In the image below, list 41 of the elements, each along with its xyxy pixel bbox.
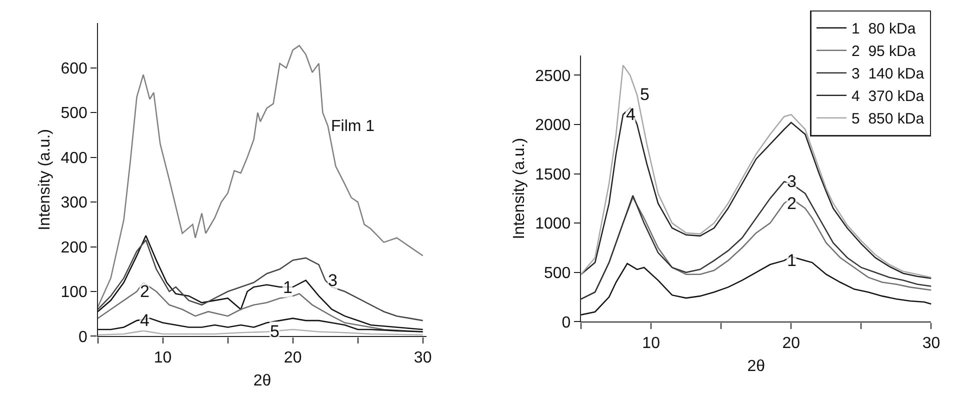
annotation: 5	[270, 322, 280, 341]
y-axis-title: Intensity (a.u.)	[510, 138, 528, 240]
y-tick-label: 1500	[535, 166, 571, 184]
y-axis-title: Intensity (a.u.)	[36, 129, 54, 230]
annotation: 1	[283, 278, 292, 297]
annotation: 1	[787, 251, 796, 270]
x-tick-label: 20	[284, 350, 302, 367]
annotation: 2	[140, 282, 150, 301]
x-tick-label: 30	[414, 350, 432, 367]
y-tick-label: 500	[544, 265, 571, 282]
legend-label: 3 140 kDa	[852, 66, 925, 83]
y-tick-label: 0	[562, 314, 571, 332]
annotation: 4	[626, 105, 636, 124]
line-series	[581, 256, 932, 316]
line-series	[98, 44, 424, 308]
x-axis-title: 2θ	[747, 358, 766, 375]
annotation: 4	[140, 311, 150, 330]
legend-label: 2 95 kDa	[852, 43, 916, 60]
annotation: 3	[787, 172, 796, 191]
x-tick-label: 10	[642, 335, 660, 352]
annotation: 3	[328, 271, 338, 290]
legend-label: 5 850 kDa	[852, 110, 925, 128]
y-tick-label: 2000	[535, 117, 571, 134]
y-tick-label: 0	[78, 328, 88, 346]
y-tick-label: 600	[60, 60, 88, 78]
x-tick-label: 10	[154, 350, 172, 367]
y-tick-label: 500	[60, 105, 88, 122]
legend-label: 1 80 kDa	[852, 20, 916, 38]
annotation: 5	[640, 85, 650, 104]
legend-label: 4 370 kDa	[852, 88, 925, 106]
y-tick-label: 2500	[535, 68, 571, 85]
y-tick-label: 400	[60, 150, 88, 167]
x-tick-label: 30	[922, 335, 940, 352]
x-axis-title: 2θ	[253, 372, 272, 390]
y-tick-label: 200	[60, 239, 88, 256]
y-tick-label: 100	[60, 284, 88, 302]
y-tick-label: 300	[60, 194, 88, 212]
x-tick-label: 20	[782, 335, 800, 352]
annotation: 2	[787, 194, 796, 213]
y-tick-label: 1000	[535, 216, 571, 233]
annotation: Film 1	[331, 118, 375, 135]
